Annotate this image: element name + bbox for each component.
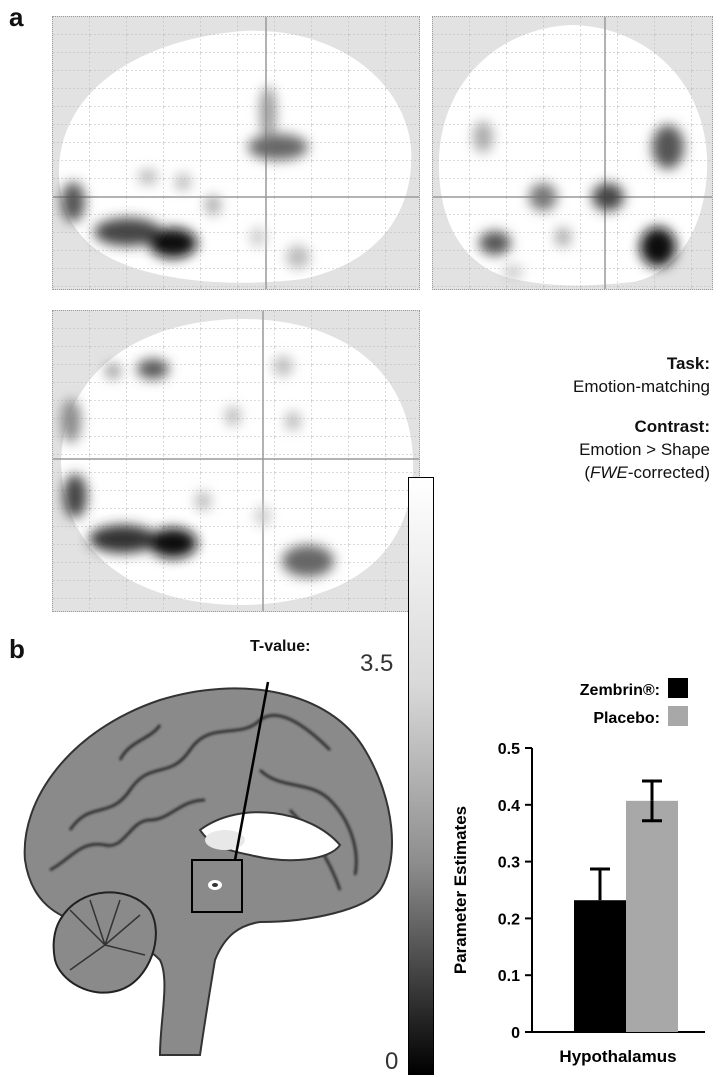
task-value: Emotion-matching	[572, 377, 710, 396]
t-value-label: T-value:	[250, 638, 311, 655]
y-tick-label: 0.1	[498, 968, 520, 985]
legend-swatch	[668, 678, 688, 698]
task-annotation: Task: Emotion-matching Contrast: Emotion…	[440, 352, 710, 484]
y-tick-label: 0.4	[498, 798, 520, 815]
y-tick-label: 0.3	[498, 855, 520, 872]
hypothalamus-box	[191, 859, 243, 913]
colorbar-min-label: 0	[385, 1048, 399, 1075]
bar-chart: 0 0.1 0.2 0.3 0.4 0.5 Zembrin®: Placebo: Hypotha…	[451, 678, 705, 1066]
panel-a-label: a	[9, 2, 24, 32]
bar-placebo	[626, 800, 678, 1032]
glass-brain-axial	[52, 310, 420, 612]
legend-swatch	[668, 706, 688, 726]
bar-zembrin	[574, 900, 626, 1032]
colorbar-max-label: 3.5	[360, 650, 394, 677]
glass-brain-coronal	[432, 16, 713, 290]
legend-label: Placebo:	[593, 710, 660, 727]
contrast-line2: (FWE-corrected)	[584, 463, 710, 482]
y-tick-label: 0.2	[498, 911, 520, 928]
y-axis-label: Parameter Estimates	[451, 806, 470, 974]
y-tick-label: 0	[511, 1025, 520, 1042]
sagittal-brain-slice	[23, 681, 393, 1056]
contrast-heading: Contrast:	[634, 417, 710, 436]
task-heading: Task:	[666, 354, 710, 373]
panel-b-label: b	[9, 634, 25, 664]
t-value-colorbar	[408, 477, 434, 1075]
y-tick-label: 0.5	[498, 741, 520, 758]
x-axis-label: Hypothalamus	[559, 1047, 676, 1066]
contrast-line1: Emotion > Shape	[579, 440, 710, 459]
legend-label: Zembrin®:	[580, 682, 660, 699]
glass-brain-sagittal	[52, 16, 420, 290]
